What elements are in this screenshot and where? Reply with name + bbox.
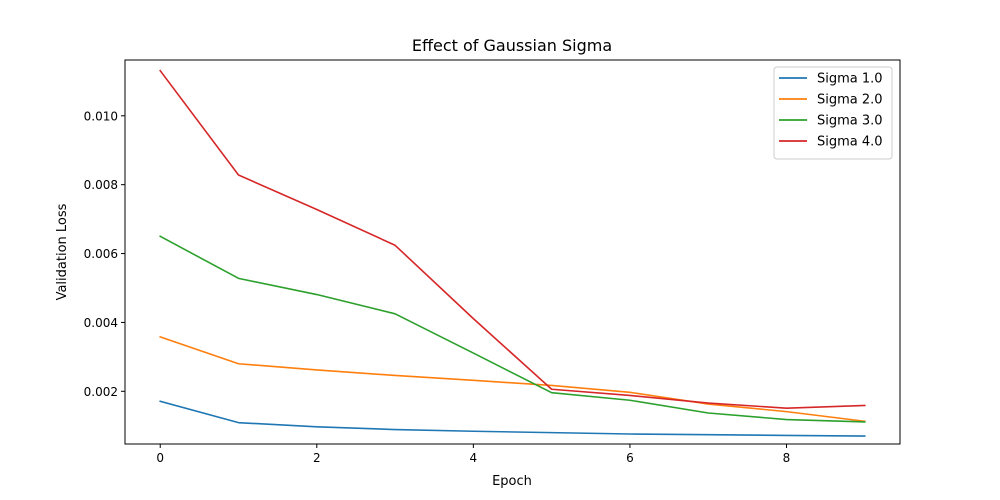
x-tick-label: 8 [783, 451, 791, 465]
y-tick-label: 0.006 [84, 247, 118, 261]
y-axis-label: Validation Loss [55, 203, 70, 300]
y-tick-label: 0.002 [84, 385, 118, 399]
x-axis-label: Epoch [492, 474, 532, 489]
legend-box [773, 66, 893, 160]
series-line-2 [159, 335, 866, 423]
y-tick-label: 0.004 [84, 316, 118, 330]
series-line-4 [159, 69, 866, 409]
legend-label: Sigma 4.0 [817, 135, 883, 150]
y-axis-ticks: 0.002 0.004 0.006 0.008 0.010 [84, 109, 125, 399]
x-tick-label: 0 [156, 451, 164, 465]
x-axis-ticks: 0 2 4 6 8 [156, 444, 790, 465]
legend-label: Sigma 1.0 [817, 72, 883, 87]
series-line-1 [159, 400, 866, 437]
x-tick-label: 2 [313, 451, 321, 465]
y-tick-label: 0.010 [84, 109, 118, 123]
x-tick-label: 4 [470, 451, 478, 465]
legend: Sigma 1.0 Sigma 2.0 Sigma 3.0 Sigma 4.0 [773, 66, 893, 160]
plot-area [159, 69, 866, 437]
chart-title: Effect of Gaussian Sigma [412, 36, 612, 55]
y-tick-label: 0.008 [84, 178, 118, 192]
legend-label: Sigma 3.0 [817, 114, 883, 129]
series-line-3 [159, 235, 866, 423]
axes-frame [124, 59, 901, 445]
x-tick-label: 6 [626, 451, 634, 465]
legend-label: Sigma 2.0 [817, 93, 883, 108]
